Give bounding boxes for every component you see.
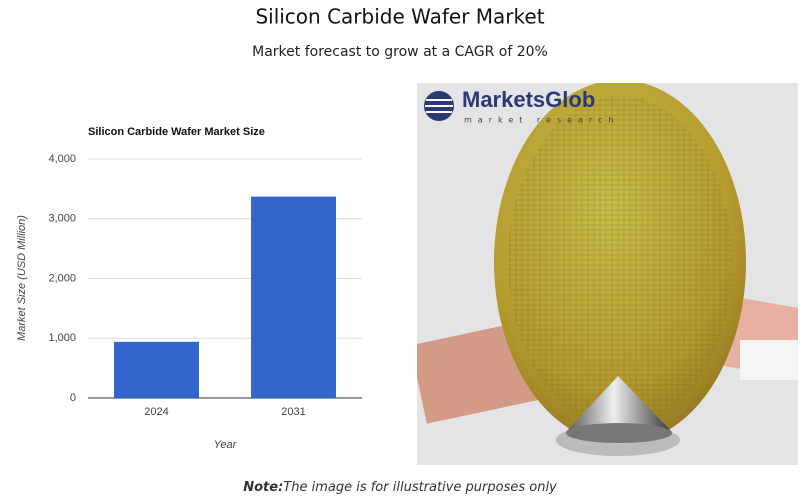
chart-title: Silicon Carbide Wafer Market Size xyxy=(88,126,265,138)
bar xyxy=(251,196,336,398)
note: Note:The image is for illustrative purpo… xyxy=(243,480,557,495)
x-axis-label: Year xyxy=(214,439,238,451)
x-tick-label: 2031 xyxy=(281,406,305,418)
illustration: MarketsGlob market research xyxy=(417,83,798,465)
y-tick-label: 1,000 xyxy=(48,332,76,344)
y-tick-label: 4,000 xyxy=(48,153,76,165)
y-tick-label: 3,000 xyxy=(48,213,76,225)
y-axis-label: Market Size (USD Million) xyxy=(16,215,28,341)
note-text: The image is for illustrative purposes o… xyxy=(283,480,557,495)
y-tick-label: 2,000 xyxy=(48,272,76,284)
x-tick-label: 2024 xyxy=(144,406,168,418)
y-tick-label: 0 xyxy=(70,392,76,404)
note-label: Note: xyxy=(243,480,283,495)
logo: MarketsGlob xyxy=(462,87,595,112)
page-subtitle: Market forecast to grow at a CAGR of 20% xyxy=(252,44,548,60)
bar xyxy=(114,341,199,398)
page-title: Silicon Carbide Wafer Market xyxy=(255,5,544,29)
logo-tagline: market research xyxy=(464,116,620,125)
